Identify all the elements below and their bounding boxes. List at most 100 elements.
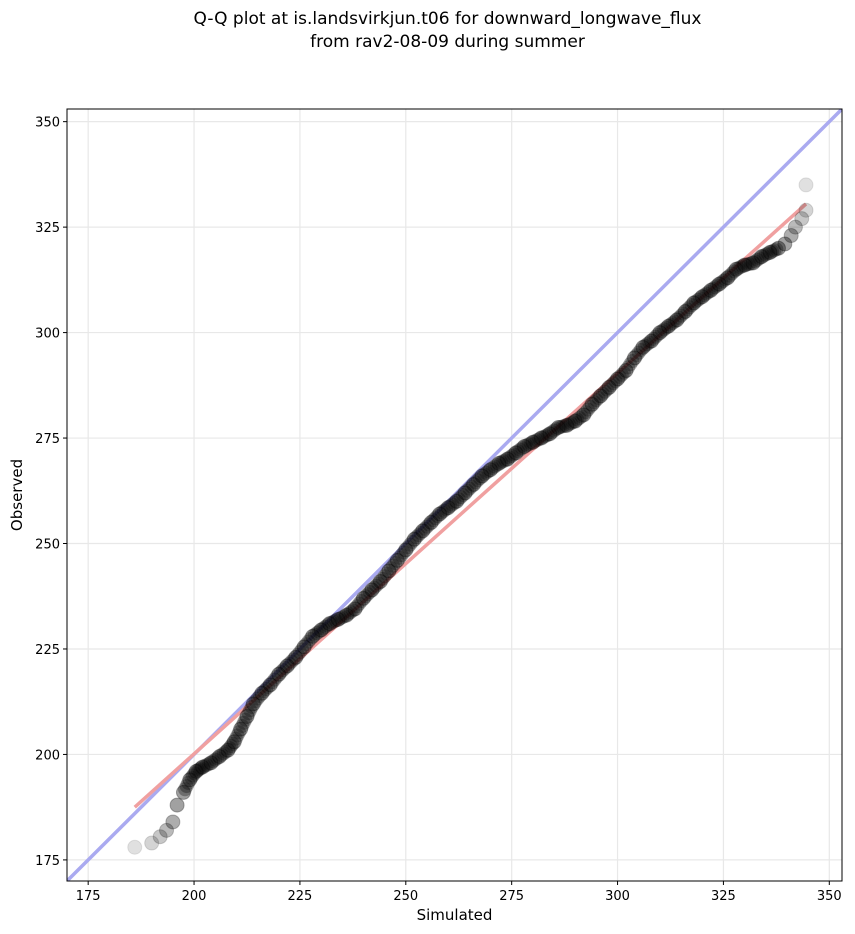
quantile-point (572, 411, 587, 426)
quantile-point (498, 453, 513, 468)
quantile-point (445, 497, 460, 512)
quantile-point (303, 631, 318, 646)
quantile-point (225, 736, 240, 751)
quantile-point (355, 590, 371, 606)
quantile-point (485, 461, 500, 476)
quantile-point (426, 513, 441, 528)
quantile-point (711, 276, 727, 292)
quantile-point (335, 610, 350, 625)
quantile-point (256, 684, 271, 699)
quantile-point (739, 257, 754, 272)
quantile-point (295, 642, 310, 657)
quantile-point (367, 580, 382, 595)
quantile-point (511, 444, 526, 459)
quantile-point (345, 603, 360, 618)
quantile-point (405, 534, 420, 549)
quantile-point (286, 652, 301, 667)
quantile-point (783, 228, 799, 244)
quantile-point (193, 761, 208, 776)
quantile-point (169, 797, 185, 813)
quantile-point (439, 502, 454, 517)
quantile-point (667, 314, 682, 329)
quantile-point (754, 249, 770, 265)
quantile-point (727, 264, 742, 279)
quantile-point (677, 303, 693, 319)
quantile-point (403, 537, 418, 552)
quantile-point (328, 613, 343, 628)
quantile-point (557, 418, 572, 433)
quantile-point (210, 751, 225, 766)
quantile-point (152, 829, 168, 845)
quantile-point (760, 246, 775, 261)
quantile-point (394, 548, 409, 563)
quantile-point (419, 519, 434, 534)
quantile-point (686, 295, 702, 311)
quantile-point (765, 244, 780, 259)
quantile-point (601, 379, 617, 395)
quantile-point (496, 454, 511, 469)
quantile-point (337, 609, 352, 624)
x-tick-label: 350 (817, 889, 842, 904)
quantile-point (216, 746, 231, 761)
quantile-point (292, 645, 307, 660)
quantile-point (350, 599, 365, 614)
quantile-point (389, 552, 405, 568)
quantile-point (798, 202, 814, 218)
quantile-point (381, 563, 397, 579)
y-tick-label: 350 (35, 116, 60, 131)
quantile-point (693, 291, 708, 306)
quantile-point (638, 338, 653, 353)
quantile-point (610, 371, 626, 387)
quantile-point (540, 427, 555, 442)
quantile-point (305, 628, 321, 644)
quantile-point (313, 622, 329, 638)
quantile-point (239, 708, 255, 724)
quantile-point (655, 324, 670, 339)
quantile-point (466, 476, 482, 492)
quantile-point (282, 656, 297, 671)
chart-title-line-2: from rav2-08-09 during summer (310, 32, 585, 52)
quantile-point (192, 762, 207, 777)
quantile-point (576, 407, 592, 423)
x-tick-label: 275 (499, 889, 524, 904)
quantile-point (794, 211, 810, 227)
plot-frame (66, 108, 843, 882)
quantile-point (222, 741, 237, 756)
quantile-points (127, 177, 814, 855)
quantile-point (631, 345, 646, 360)
quantile-point (206, 754, 221, 769)
quantile-point (324, 615, 339, 630)
quantile-point (326, 614, 341, 629)
quantile-point (714, 275, 729, 290)
quantile-point (316, 621, 331, 636)
quantile-point (530, 433, 545, 448)
quantile-point (745, 255, 761, 271)
quantile-point (561, 417, 576, 432)
quantile-point (288, 649, 304, 665)
quantile-point (188, 763, 204, 779)
quantile-point (181, 775, 196, 790)
quantile-point (720, 270, 736, 286)
quantile-point (750, 252, 765, 267)
chart-title: Q-Q plot at is.landsvirkjun.t06 for down… (0, 8, 855, 54)
quantile-point (377, 569, 392, 584)
quantile-point (567, 413, 583, 429)
quantile-point (642, 335, 657, 350)
quantile-point (430, 509, 445, 524)
quantile-point (527, 434, 542, 449)
quantile-point (652, 325, 668, 341)
quantile-point (284, 654, 299, 669)
quantile-point (513, 442, 528, 457)
quantile-point (733, 260, 748, 275)
quantile-point (375, 571, 390, 586)
quantile-point (479, 465, 494, 480)
quantile-point (593, 388, 609, 404)
y-tick-label: 175 (35, 854, 60, 869)
quantile-point (574, 409, 589, 424)
quantile-point (423, 514, 439, 530)
quantile-point-fill (178, 242, 784, 797)
quantile-point (214, 747, 229, 762)
quantile-point (262, 677, 278, 693)
quantile-point (578, 405, 593, 420)
